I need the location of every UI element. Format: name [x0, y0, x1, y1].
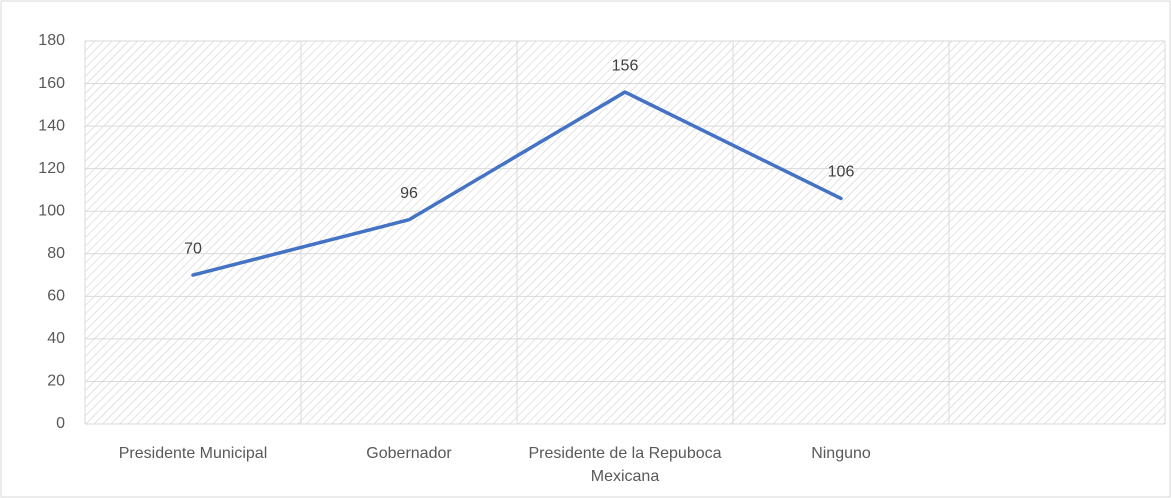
data-label: 96 [400, 185, 418, 202]
plot-area [85, 41, 1165, 424]
data-label: 156 [612, 57, 639, 74]
y-tick-label: 20 [47, 373, 65, 390]
y-tick-label: 140 [38, 117, 65, 134]
y-tick-label: 120 [38, 160, 65, 177]
x-tick-label: Ninguno [811, 445, 871, 462]
line [191, 90, 843, 277]
y-tick-label: 160 [38, 75, 65, 92]
y-tick-label: 180 [38, 32, 65, 49]
x-tick-label: Presidente Municipal [118, 445, 268, 462]
y-tick-label: 60 [47, 288, 65, 305]
y-tick-label: 80 [47, 245, 65, 262]
y-tick-label: 40 [47, 330, 65, 347]
data-label: 106 [828, 164, 855, 181]
x-tick-label: Gobernador [366, 445, 452, 462]
data-label: 70 [184, 240, 202, 257]
y-tick-label: 100 [38, 202, 65, 219]
x-tick-label: Presidente de la Repuboca Mexicana [528, 445, 722, 485]
y-tick-label: 0 [56, 415, 65, 432]
